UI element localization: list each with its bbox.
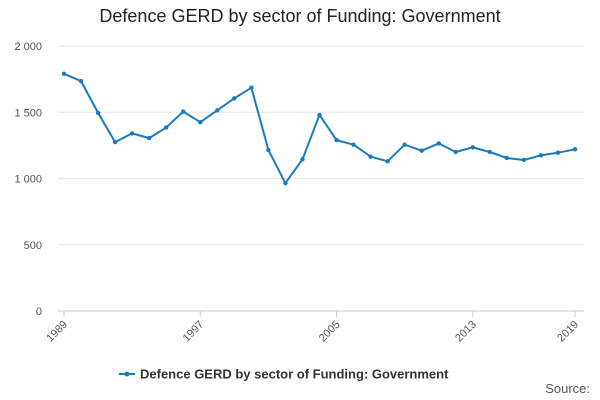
data-point[interactable]	[300, 157, 305, 162]
y-tick-label: 0	[36, 306, 42, 318]
data-point[interactable]	[198, 119, 203, 125]
x-tick-labels: 1989 1997 2005 2013 2019	[44, 311, 581, 344]
data-point[interactable]	[181, 109, 186, 114]
data-point[interactable]	[112, 139, 118, 145]
x-tick-label: 2013	[453, 319, 479, 345]
legend: Defence GERD by sector of Funding: Gover…	[119, 367, 449, 382]
data-point[interactable]	[555, 150, 561, 155]
legend-swatch-marker	[124, 371, 130, 377]
data-point[interactable]	[283, 180, 288, 186]
data-point[interactable]	[402, 142, 407, 147]
y-tick-label: 2 000	[14, 41, 42, 53]
series-line	[63, 72, 576, 185]
data-point[interactable]	[538, 153, 544, 158]
data-point[interactable]	[164, 125, 169, 130]
data-point[interactable]	[317, 112, 322, 118]
x-tick-label: 2005	[317, 319, 343, 345]
grid-lines	[58, 45, 584, 246]
data-point[interactable]	[78, 78, 84, 84]
data-point[interactable]	[521, 157, 527, 163]
source-label: Source:	[545, 381, 590, 396]
data-point[interactable]	[368, 154, 373, 159]
legend-item-label[interactable]: Defence GERD by sector of Funding: Gover…	[140, 367, 449, 382]
y-tick-label: 1 500	[14, 107, 42, 119]
series-layer	[61, 71, 578, 186]
data-point[interactable]	[487, 149, 493, 155]
x-tick-label: 2019	[555, 319, 581, 345]
chart-title: Defence GERD by sector of Funding: Gover…	[99, 6, 501, 26]
data-point[interactable]	[249, 85, 254, 90]
data-point[interactable]	[419, 148, 424, 153]
data-point[interactable]	[436, 141, 441, 146]
data-point[interactable]	[146, 135, 152, 141]
data-point[interactable]	[572, 147, 578, 152]
y-tick-label: 1 000	[14, 174, 42, 186]
data-point[interactable]	[61, 71, 67, 77]
y-tick-labels: 0 500 1 000 1 500 2 000	[14, 41, 42, 318]
data-point[interactable]	[266, 147, 271, 153]
data-point[interactable]	[385, 159, 390, 164]
data-point[interactable]	[215, 108, 220, 113]
data-point[interactable]	[334, 137, 339, 143]
data-point[interactable]	[129, 131, 135, 136]
data-point[interactable]	[351, 142, 356, 147]
x-tick-label: 1997	[181, 319, 207, 345]
data-point[interactable]	[95, 110, 101, 116]
data-point[interactable]	[453, 149, 458, 155]
data-point[interactable]	[232, 96, 237, 101]
data-point[interactable]	[504, 155, 510, 161]
y-tick-label: 500	[24, 240, 42, 252]
x-tick-label: 1989	[44, 319, 70, 345]
data-point[interactable]	[470, 145, 475, 150]
